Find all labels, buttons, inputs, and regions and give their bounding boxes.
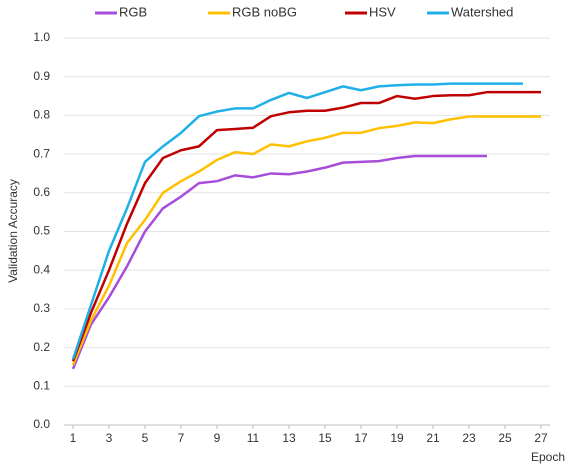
y-tick-label: 0.1 [33,378,50,392]
series-line [71,115,541,366]
y-axis-label: Validation Accuracy [6,179,20,283]
legend-label: HSV [369,4,396,19]
x-tick-label: 9 [214,431,221,445]
x-tick-label: 1 [70,431,77,445]
y-tick-label: 0.3 [33,301,50,315]
legend-label: Watershed [451,4,513,19]
x-tick-label: 23 [462,431,476,445]
y-tick-label: 0.6 [33,185,50,199]
y-tick-label: 0.2 [33,340,50,354]
series-line [71,82,523,360]
y-tick-label: 0.5 [33,224,50,238]
x-tick-label: 15 [318,431,332,445]
legend-label: RGB [119,4,147,19]
x-tick-label: 17 [354,431,368,445]
y-tick-label: 0.4 [33,262,50,276]
series-line [71,90,541,362]
x-tick-label: 7 [178,431,185,445]
x-tick-label: 11 [247,431,260,445]
x-tick-label: 19 [390,431,404,445]
y-tick-label: 0.7 [33,146,50,160]
x-tick-label: 25 [498,431,512,445]
y-tick-label: 0.8 [33,108,50,122]
y-tick-label: 1.0 [33,30,50,44]
x-tick-label: 21 [426,431,440,445]
x-tick-label: 3 [106,431,113,445]
x-tick-label: 13 [282,431,296,445]
y-tick-label: 0.0 [33,417,50,431]
series-line [71,154,487,370]
legend: RGB RGB noBG HSV Watershed [95,4,513,19]
x-tick-label: 5 [142,431,149,445]
legend-label: RGB noBG [232,4,297,19]
x-tick-label: 27 [534,431,548,445]
x-axis-label: Epoch [531,450,565,464]
y-tick-label: 0.9 [33,69,50,83]
